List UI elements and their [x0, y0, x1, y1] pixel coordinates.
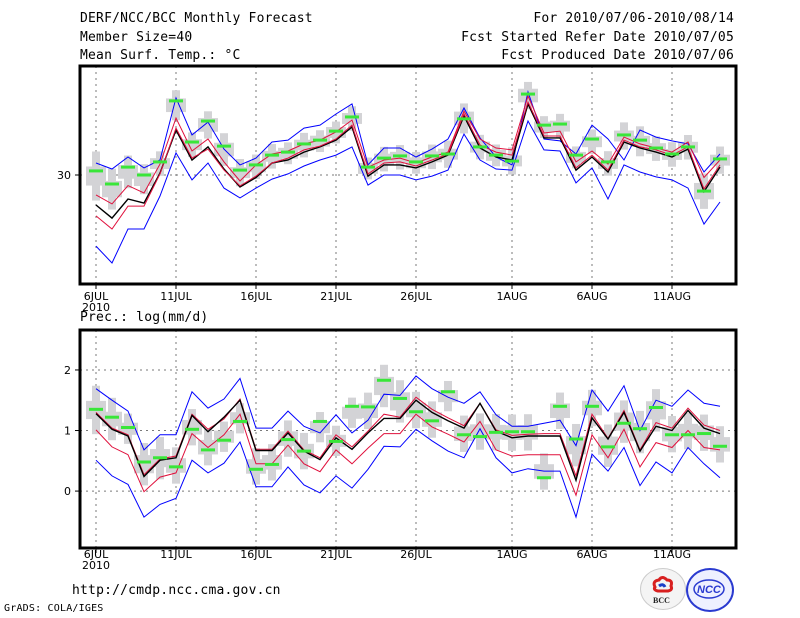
bcc-logo-icon: BCC — [652, 576, 674, 605]
temp-ytick-label: 30 — [57, 169, 71, 182]
temp-panel-label: Mean Surf. Temp.: °C — [80, 48, 241, 63]
temp-xtick-label: 6AUG — [576, 290, 607, 303]
prec-spread-box-inner — [182, 419, 202, 435]
prec-ytick-label: 0 — [64, 485, 71, 498]
prec-year-label: 2010 — [82, 559, 110, 572]
temp-xtick-label: 11JUL — [160, 290, 192, 303]
prec-xtick-label: 6AUG — [576, 548, 607, 561]
grads-credit: GrADS: COLA/IGES — [4, 603, 104, 614]
member-size: Member Size=40 — [80, 30, 193, 45]
bcc-logo: BCC — [640, 568, 686, 610]
temp-line-max — [95, 90, 721, 173]
produced-date: Fcst Produced Date 2010/07/06 — [501, 48, 734, 63]
prec-line-min — [95, 427, 721, 519]
prec-line-ensemble_mean — [95, 398, 721, 483]
prec-spread-box-inner — [390, 392, 410, 411]
ncc-logo: NCC — [686, 568, 734, 612]
temp-spread-box-inner — [246, 161, 266, 173]
temp-spread-box-inner — [550, 120, 570, 132]
temp-spread-box-inner — [582, 136, 602, 148]
source-url[interactable]: http://cmdp.ncc.cma.gov.cn — [72, 583, 281, 598]
temp-line-upper_quantile — [95, 94, 721, 205]
temp-line-lower_quantile — [95, 100, 721, 230]
temp-spread-box-inner — [182, 139, 202, 151]
prec-xtick-label: 21JUL — [320, 548, 352, 561]
prec-xtick-label: 6JUL — [84, 548, 109, 561]
temp-spread-box-inner — [534, 121, 554, 133]
prec-spread-box-inner — [582, 400, 602, 416]
temp-spread-box-inner — [342, 113, 362, 124]
started-date: Fcst Started Refer Date 2010/07/05 — [461, 30, 734, 45]
ncc-logo-text: NCC — [697, 584, 722, 596]
prec-xtick-label: 16JUL — [240, 548, 272, 561]
prec-xtick-label: 11AUG — [653, 548, 691, 561]
prec-spread-box-inner — [262, 455, 282, 470]
prec-spread-box-inner — [134, 455, 154, 474]
temp-xtick-label: 16JUL — [240, 290, 272, 303]
ncc-logo-icon: NCC — [693, 579, 725, 599]
prec-panel-label: Prec.: log(mm/d) — [80, 310, 209, 325]
prec-xtick-label: 11JUL — [160, 548, 192, 561]
prec-spread-box-inner — [710, 437, 730, 452]
prec-line-max — [95, 375, 721, 451]
prec-xtick-label: 1AUG — [496, 548, 527, 561]
bcc-logo-text: BCC — [653, 596, 670, 605]
temp-xtick-label: 6JUL — [84, 290, 109, 303]
prec-xtick-label: 26JUL — [400, 548, 432, 561]
temp-xtick-label: 21JUL — [320, 290, 352, 303]
forecast-period: For 2010/07/06-2010/08/14 — [533, 11, 734, 26]
prec-frame — [78, 328, 738, 550]
prec-ytick-label: 1 — [64, 425, 71, 438]
temp-xtick-label: 1AUG — [496, 290, 527, 303]
temp-year-label: 2010 — [82, 301, 110, 314]
temp-spread-box-inner — [566, 151, 586, 163]
prec-line-lower_quantile — [95, 413, 721, 497]
prec-ytick-label: 2 — [64, 364, 71, 377]
chart-title: DERF/NCC/BCC Monthly Forecast — [80, 11, 313, 26]
temp-line-min — [95, 119, 721, 264]
prec-spread-box-inner — [646, 401, 666, 420]
prec-spread-box-inner — [310, 421, 330, 434]
temp-spread-box-inner — [230, 167, 250, 179]
temp-xtick-label: 11AUG — [653, 290, 691, 303]
temp-xtick-label: 26JUL — [400, 290, 432, 303]
prec-spread-box-inner — [342, 406, 362, 419]
